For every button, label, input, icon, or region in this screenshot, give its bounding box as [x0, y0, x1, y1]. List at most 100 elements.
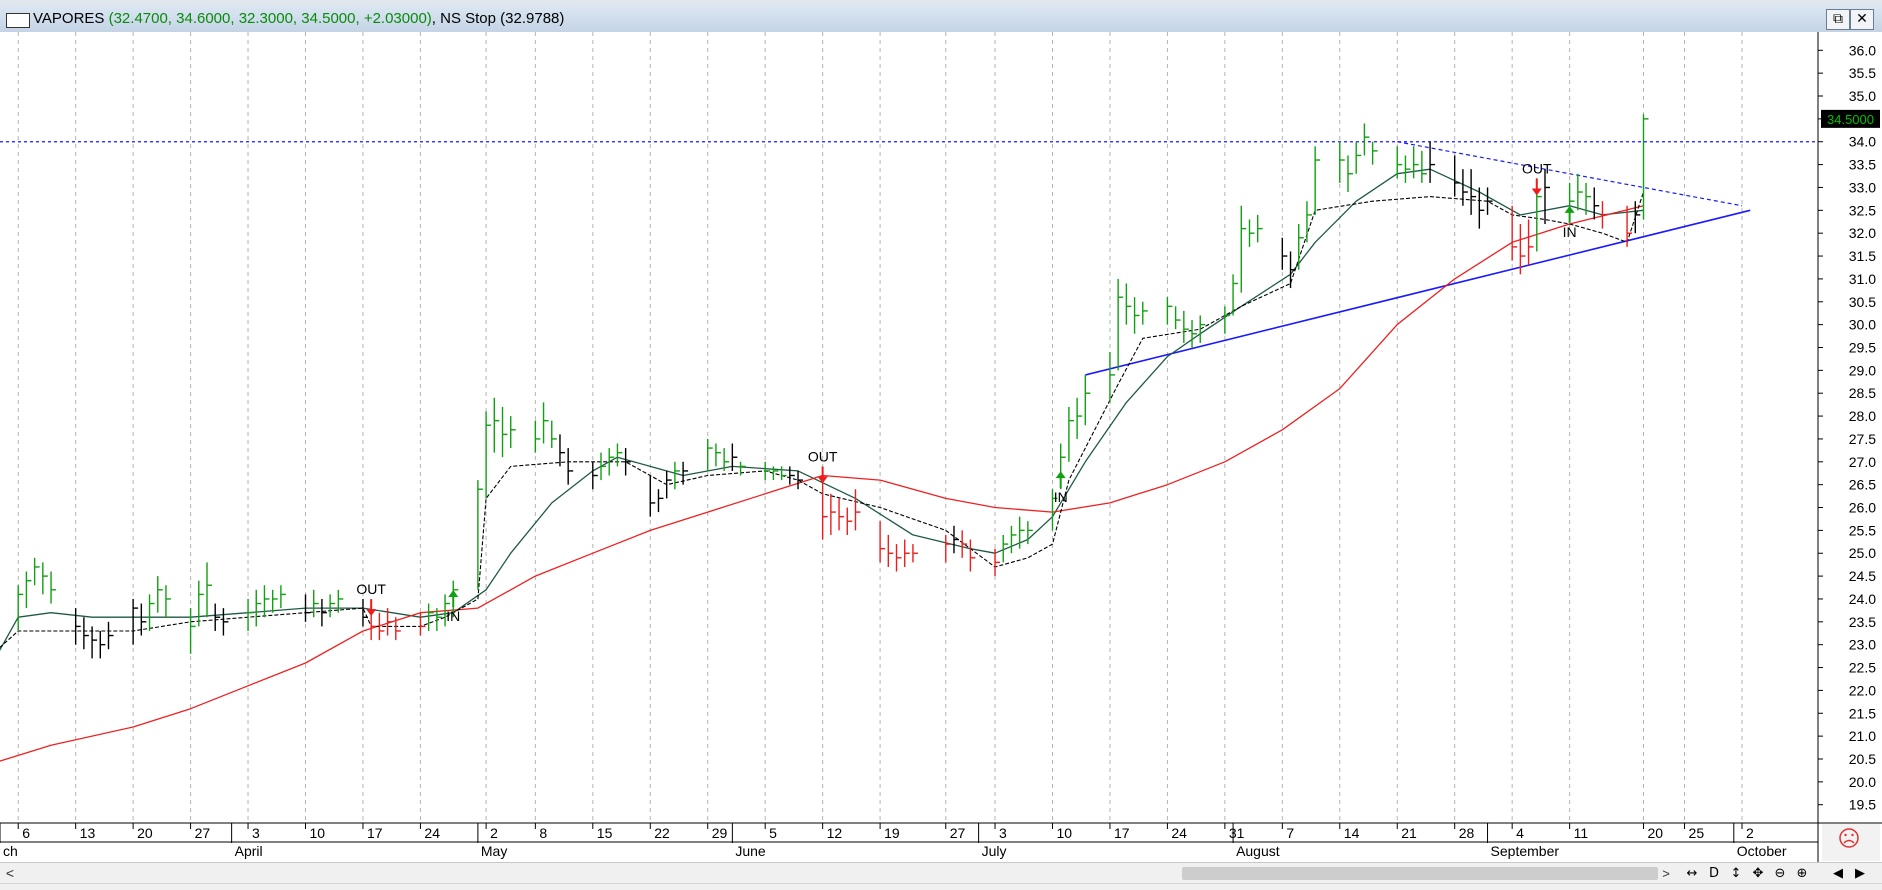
price-bar — [1355, 141, 1362, 174]
x-axis: 6 13 20 27 3 10 17 24 2 8 15 22 29 5 12 19 27 3 10 17 24 31 7 1… — [0, 823, 1787, 859]
price-bar — [1585, 182, 1592, 215]
price-bar — [132, 598, 139, 645]
trendlines — [1085, 141, 1751, 376]
scroll-right-button[interactable]: > — [1662, 866, 1670, 881]
price-bar — [707, 438, 713, 471]
scroll-thumb[interactable] — [1182, 867, 1658, 880]
month-label: October — [1737, 843, 1787, 859]
step-back-icon[interactable]: ◀ — [1833, 866, 1843, 881]
price-bar — [1191, 320, 1198, 348]
zoom-out-icon[interactable]: ⊖ — [1774, 866, 1786, 881]
price-bar — [25, 571, 32, 609]
y-tick-label: 36.0 — [1849, 42, 1876, 58]
x-tick-label: 31 — [1229, 825, 1245, 841]
x-tick-label: 28 — [1459, 825, 1475, 841]
month-label: ch — [3, 843, 18, 859]
y-tick-label: 26.5 — [1849, 477, 1876, 493]
price-bar — [436, 608, 442, 631]
in-signal: IN — [1563, 205, 1577, 240]
month-label: May — [481, 843, 507, 859]
vertical-scale-tool-icon[interactable]: ↕ — [1730, 866, 1742, 881]
price-bar — [206, 562, 213, 618]
chart-window-icon — [6, 13, 30, 28]
y-tick-label: 24.5 — [1849, 568, 1876, 584]
x-tick-label: 11 — [1574, 825, 1589, 841]
month-label: September — [1491, 843, 1560, 859]
x-tick-label: 12 — [827, 825, 843, 841]
price-bar — [1281, 237, 1288, 270]
x-tick-label: 2 — [490, 825, 498, 841]
price-bar — [1068, 406, 1074, 462]
x-tick-label: 3 — [252, 825, 260, 841]
date-tool-icon[interactable]: D — [1708, 866, 1719, 881]
price-bar — [165, 585, 171, 618]
price-bar — [1018, 516, 1025, 549]
in-signal: IN — [446, 589, 460, 624]
x-tick-label: 20 — [1647, 825, 1663, 841]
scroll-left-button[interactable]: < — [5, 865, 15, 881]
sad-face-icon[interactable] — [1822, 824, 1880, 861]
price-bar — [329, 594, 336, 618]
y-tick-label: 34.0 — [1849, 134, 1876, 150]
x-tick-label: 27 — [195, 825, 211, 841]
price-bar — [616, 443, 623, 467]
x-tick-label: 15 — [597, 825, 613, 841]
price-bar — [846, 507, 853, 535]
horizontal-scrollbar[interactable]: < > ↔ D ↕ ✥ ⊖ ⊕ ◀ ▶ — [0, 862, 1882, 884]
price-bar — [255, 589, 262, 627]
y-tick-label: 22.5 — [1849, 660, 1876, 676]
price-bar — [887, 534, 894, 567]
x-tick-label: 5 — [769, 825, 777, 841]
price-bar — [510, 416, 516, 449]
pan-tool-icon[interactable]: ✥ — [1752, 866, 1764, 881]
zoom-in-icon[interactable]: ⊕ — [1796, 866, 1808, 881]
signal-label: IN — [1054, 489, 1068, 505]
step-forward-icon[interactable]: ▶ — [1855, 866, 1865, 881]
price-bar — [830, 493, 836, 535]
y-tick-label: 29.5 — [1849, 339, 1876, 355]
price-bar — [501, 406, 508, 458]
price-bar — [559, 434, 565, 467]
price-bar — [148, 594, 155, 631]
price-bar — [1642, 114, 1649, 220]
y-tick-label: 20.0 — [1849, 774, 1876, 790]
y-axis: 36.035.535.034.534.033.533.032.532.031.5… — [1818, 42, 1876, 813]
down-arrow-head — [366, 609, 377, 617]
price-bar — [1142, 301, 1148, 325]
signal-label: IN — [1563, 224, 1577, 240]
price-bar — [1224, 306, 1230, 334]
price-bar — [91, 626, 98, 659]
chart-window-titlebar[interactable]: VAPORES (32.4700, 34.6000, 32.3000, 34.5… — [0, 6, 1882, 33]
price-bar — [624, 448, 631, 476]
fit-width-tool-icon[interactable]: ↔ — [1686, 866, 1698, 881]
x-tick-label: 6 — [22, 825, 30, 841]
restore-icon[interactable]: ⧉ — [1826, 9, 1850, 30]
y-tick-label: 25.0 — [1849, 545, 1876, 561]
last-price-label: 34.5000 — [1827, 112, 1874, 127]
close-icon[interactable]: ✕ — [1850, 9, 1874, 30]
price-bar — [542, 402, 549, 444]
y-tick-label: 27.5 — [1849, 431, 1876, 447]
price-bar — [780, 466, 787, 481]
up-arrow-icon — [1055, 471, 1066, 479]
price-bar — [1511, 205, 1518, 261]
price-bar — [1133, 297, 1140, 334]
y-tick-label: 32.5 — [1849, 202, 1876, 218]
price-bar — [1454, 155, 1460, 197]
x-tick-label: 29 — [712, 825, 728, 841]
last-price-badge-bg — [1821, 109, 1880, 128]
x-tick-label: 17 — [367, 825, 383, 841]
price-bar — [1084, 374, 1091, 426]
x-tick-label: 27 — [950, 825, 966, 841]
price-bar — [83, 617, 89, 650]
price-bar — [362, 598, 368, 627]
price-bar — [1404, 155, 1411, 183]
price-bar — [731, 443, 738, 471]
y-tick-label: 28.5 — [1849, 385, 1876, 401]
price-bar — [1396, 146, 1403, 179]
resistance-trendline — [1397, 141, 1743, 207]
price-bar — [567, 448, 574, 485]
price-bars — [17, 114, 1649, 659]
x-tick-label: 17 — [1114, 825, 1130, 841]
